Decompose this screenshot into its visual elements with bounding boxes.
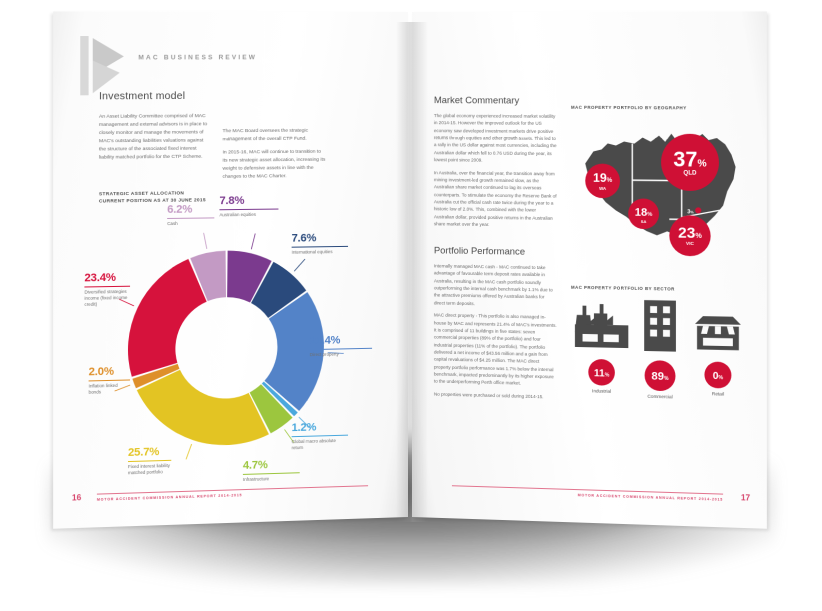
paragraph: The MAC Board oversees the strategic man… xyxy=(222,128,309,143)
factory-icon xyxy=(574,303,629,349)
page-title: Investment model xyxy=(98,90,186,103)
sector-bubble-commercial: 89% xyxy=(644,360,676,392)
donut-slice xyxy=(136,367,269,448)
paragraph: Internally managed MAC cash - MAC contin… xyxy=(433,263,553,306)
callout-inflation-linked-bonds: 2.0% Inflation linked bonds xyxy=(88,366,131,396)
geo-bubble-qld: 37% QLD xyxy=(661,133,719,192)
sector-label-commercial: Commercial xyxy=(647,393,673,400)
sector-item-commercial: 89% Commercial xyxy=(634,298,685,400)
page-kicker: MAC BUSINESS REVIEW xyxy=(138,54,258,62)
leader-line xyxy=(186,444,192,459)
portfolio-performance-text: Internally managed MAC cash - MAC contin… xyxy=(434,262,557,405)
donut-slice xyxy=(261,380,298,418)
geography-panel-title: MAC PROPERTY PORTFOLIO BY GEOGRAPHY xyxy=(570,104,687,111)
callout-infrastructure: 4.7% Infrastructure xyxy=(242,459,300,483)
donut-slice xyxy=(249,383,293,434)
left-page: MAC BUSINESS REVIEW Investment model An … xyxy=(53,11,408,529)
donut-slice xyxy=(264,291,324,412)
geo-bubble-wa: 19% WA xyxy=(585,163,620,199)
paragraph: The global economy experienced increased… xyxy=(433,113,557,163)
callout-international-equities: 7.6% International equities xyxy=(291,232,349,256)
geo-bubble-vic: 23% VIC xyxy=(669,215,711,257)
leader-line xyxy=(204,233,207,249)
leader-line xyxy=(251,234,255,250)
footer-text: MOTOR ACCIDENT COMMISSION ANNUAL REPORT … xyxy=(96,493,243,502)
shop-icon xyxy=(695,316,741,351)
office-building-icon xyxy=(644,300,676,352)
page-number: 17 xyxy=(740,493,751,503)
sector-label-retail: Retail xyxy=(711,391,725,397)
sector-item-retail: 0% Retail xyxy=(692,313,744,397)
sector-bubble-retail: 0% xyxy=(704,361,732,389)
callout-direct-property: 21.4% Direct property xyxy=(309,334,373,358)
donut-slice xyxy=(227,250,272,303)
sector-bubble-industrial: 11% xyxy=(588,358,615,386)
donut-svg xyxy=(91,208,376,487)
portfolio-performance-title: Portfolio Performance xyxy=(433,244,526,257)
leader-line xyxy=(294,259,305,271)
market-commentary-title: Market Commentary xyxy=(433,94,520,106)
paragraph: MAC direct property - This portfolio is … xyxy=(433,312,557,387)
paragraph: In Australia, over the financial year, t… xyxy=(433,169,557,228)
callout-global-macro: 1.2% Global macro absolute return xyxy=(291,421,349,452)
right-page: Market Commentary The global economy exp… xyxy=(412,11,767,529)
donut-slices xyxy=(127,250,324,448)
market-commentary-text: The global economy experienced increased… xyxy=(434,112,557,234)
callout-fixed-interest: 25.7% Fixed interest liability matched p… xyxy=(127,445,172,476)
geo-bubble-sa: 18% SA xyxy=(628,198,660,230)
asset-allocation-donut-chart: 7.8% Australian equities 7.6% Internatio… xyxy=(84,195,376,487)
sector-panel: MAC PROPERTY PORTFOLIO BY SECTOR 11% xyxy=(571,285,748,441)
sector-item-industrial: 11% Industrial xyxy=(573,303,630,394)
sector-panel-title: MAC PROPERTY PORTFOLIO BY SECTOR xyxy=(570,284,675,292)
footer-text: MOTOR ACCIDENT COMMISSION ANNUAL REPORT … xyxy=(577,493,724,502)
callout-diversified-strategies: 23.4% Diversified strategies income (fix… xyxy=(84,272,131,308)
right-page-footer: MOTOR ACCIDENT COMMISSION ANNUAL REPORT … xyxy=(412,483,767,506)
page-number: 16 xyxy=(71,493,82,503)
open-book: MAC BUSINESS REVIEW Investment model An … xyxy=(53,11,767,529)
paragraph: In 2015-16, MAC will continue to transit… xyxy=(222,149,326,180)
donut-slice xyxy=(127,258,207,377)
callout-australian-equities: 7.8% Australian equities xyxy=(219,195,279,218)
donut-slice xyxy=(190,250,227,302)
chevron-logo-icon xyxy=(80,36,124,96)
geography-panel: MAC PROPERTY PORTFOLIO BY GEOGRAPHY 19% … xyxy=(571,105,748,280)
investment-model-column-a: An Asset Liability Committee comprised o… xyxy=(99,113,210,167)
investment-model-column-b: The MAC Board oversees the strategic man… xyxy=(223,128,326,187)
sector-label-industrial: Industrial xyxy=(592,388,612,394)
callout-cash: 6.2% Cash xyxy=(167,203,215,227)
paragraph: No properties were purchased or sold dur… xyxy=(433,391,544,400)
paragraph: An Asset Liability Committee comprised o… xyxy=(98,114,208,161)
